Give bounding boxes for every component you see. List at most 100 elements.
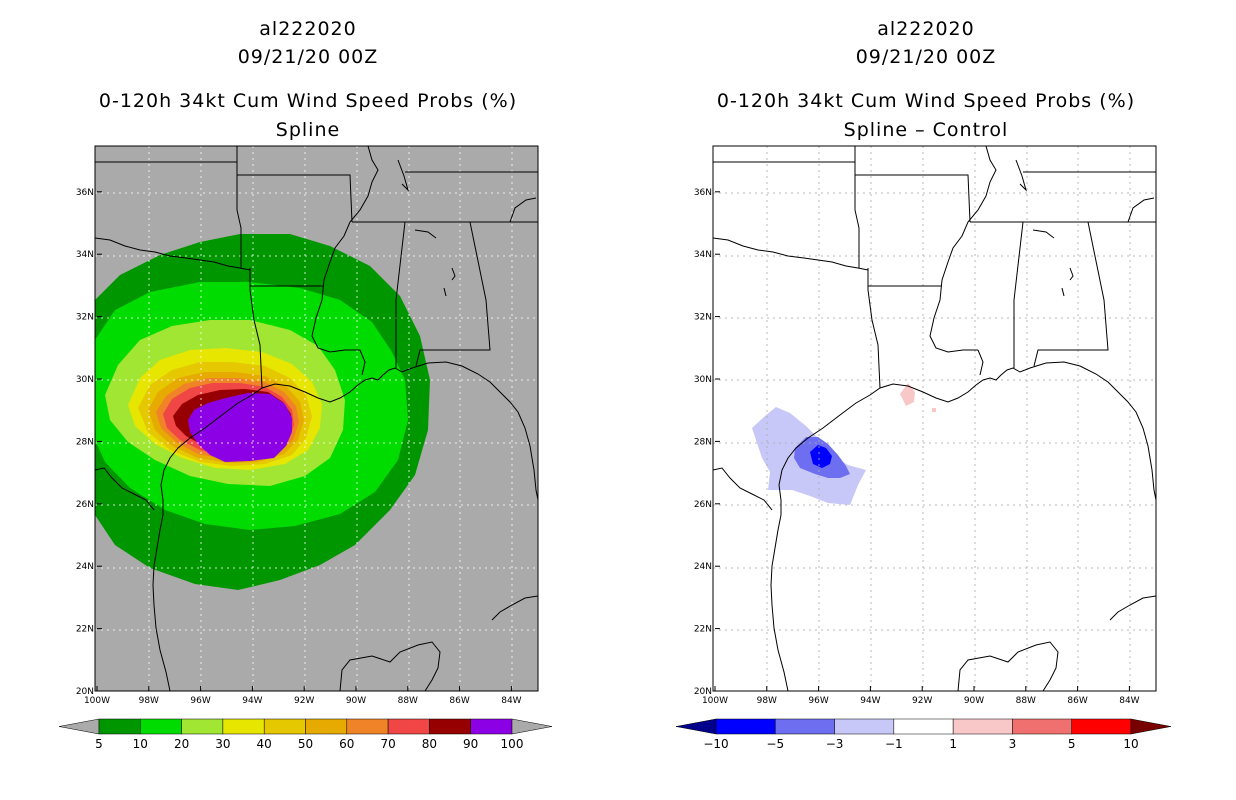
lat-label-36N: 36N (76, 188, 94, 198)
lon-label-100W: 100W (702, 696, 728, 706)
colorbar-swatch (346, 718, 389, 735)
right-subtitle: Spline – Control (843, 119, 1009, 141)
colorbar-under-triangle (58, 718, 100, 735)
left-map-frame (94, 145, 539, 692)
lat-label-34N: 34N (694, 250, 712, 260)
colorbar-swatch (429, 718, 471, 735)
diff-contour-neg5 (810, 445, 832, 468)
right-axis-labels: 100W 98W 96W 94W 92W 90W 88W 86W 84W 20N 22N 24N 26N… (694, 188, 1140, 706)
left-datetime: 09/21/20 00Z (237, 46, 379, 68)
right-colorbar (675, 718, 1172, 735)
lat-label-30N: 30N (76, 375, 94, 385)
left-subtitle: Spline (275, 119, 341, 141)
lat-label-36N: 36N (694, 188, 712, 198)
left-storm-id: al222020 (259, 18, 357, 40)
right-map: 100W 98W 96W 94W 92W 90W 88W 86W 84W 20N 22N 24N 26N… (694, 145, 1157, 706)
right-datetime: 09/21/20 00Z (855, 46, 997, 68)
lon-label-90W: 90W (964, 696, 984, 706)
lon-label-98W: 98W (757, 696, 777, 706)
lon-label-88W: 88W (398, 696, 418, 706)
right-difference-contours (752, 383, 936, 505)
lon-label-84W: 84W (501, 696, 521, 706)
lon-label-98W: 98W (139, 696, 159, 706)
colorbar-swatch (952, 718, 1013, 735)
contour-90 (188, 393, 292, 462)
right-storm-id: al222020 (877, 18, 975, 40)
colorbar-label: 70 (380, 737, 396, 751)
colorbar-label: −5 (766, 737, 785, 751)
lat-label-28N: 28N (694, 437, 712, 447)
lat-label-30N: 30N (694, 375, 712, 385)
colorbar-label: 20 (173, 737, 190, 751)
colorbar-swatch (222, 718, 265, 735)
colorbar-swatch (715, 718, 776, 735)
colorbar-over-triangle (1130, 718, 1172, 735)
colorbar-label: −10 (703, 737, 729, 751)
lat-label-22N: 22N (694, 625, 712, 635)
lat-label-22N: 22N (76, 625, 94, 635)
colorbar-swatch (1071, 718, 1132, 735)
colorbar-swatch (1012, 718, 1072, 735)
colorbar-label: −1 (884, 737, 903, 751)
colorbar-under-triangle (675, 718, 717, 735)
colorbar-swatch (305, 718, 348, 735)
lat-label-28N: 28N (76, 437, 94, 447)
lon-label-96W: 96W (808, 696, 828, 706)
colorbar-over-triangle (511, 718, 553, 735)
lon-label-96W: 96W (190, 696, 210, 706)
colorbar-label: 5 (95, 737, 103, 751)
colorbar-label: 80 (421, 737, 438, 751)
colorbar-swatch (834, 718, 895, 735)
colorbar-swatch (893, 718, 954, 735)
colorbar-swatch (181, 718, 224, 735)
colorbar-label: 10 (1123, 737, 1139, 751)
colorbar-label: 60 (339, 737, 355, 751)
colorbar-label: 100 (500, 737, 524, 751)
colorbar-label: −3 (825, 737, 844, 751)
colorbar-swatch (387, 718, 430, 735)
colorbar-swatch (775, 718, 835, 735)
colorbar-swatch (98, 718, 141, 735)
left-probability-contours (95, 234, 430, 590)
lat-label-32N: 32N (694, 313, 712, 323)
left-axis-labels: 100W 98W 96W 94W 92W 90W 88W 86W 84W 20N 22N 24N 26N… (76, 188, 522, 706)
lon-label-84W: 84W (1119, 696, 1139, 706)
left-map: 100W 98W 96W 94W 92W 90W 88W 86W 84W 20N 22N 24N 26N… (76, 145, 539, 706)
lat-label-26N: 26N (694, 500, 712, 510)
lat-label-32N: 32N (76, 313, 94, 323)
colorbar-label: 10 (132, 737, 148, 751)
lon-label-86W: 86W (449, 696, 469, 706)
lon-label-94W: 94W (860, 696, 880, 706)
right-product-title: 0-120h 34kt Cum Wind Speed Probs (%) (716, 90, 1136, 112)
colorbar-label: 30 (215, 737, 231, 751)
lat-label-26N: 26N (76, 500, 94, 510)
lon-label-92W: 92W (912, 696, 932, 706)
right-map-frame (712, 145, 1157, 692)
colorbar-swatch (263, 718, 306, 735)
lat-label-24N: 24N (76, 562, 94, 572)
left-product-title: 0-120h 34kt Cum Wind Speed Probs (%) (98, 90, 518, 112)
lon-label-92W: 92W (294, 696, 314, 706)
lon-label-100W: 100W (84, 696, 110, 706)
colorbar-label: 1 (949, 737, 957, 751)
diff-contour-pos1 (900, 383, 915, 406)
diff-contour-pos1-small (932, 408, 936, 412)
lon-label-94W: 94W (242, 696, 262, 706)
lat-label-34N: 34N (76, 250, 94, 260)
colorbar-label: 5 (1067, 737, 1076, 751)
colorbar-swatch (470, 718, 513, 735)
colorbar-label: 3 (1008, 737, 1017, 751)
colorbar-label: 40 (256, 737, 272, 751)
lat-label-20N: 20N (694, 687, 712, 697)
colorbar-label: 50 (297, 737, 314, 751)
left-colorbar (58, 718, 553, 735)
lon-label-86W: 86W (1067, 696, 1087, 706)
lon-label-88W: 88W (1016, 696, 1036, 706)
colorbar-swatch (140, 718, 182, 735)
lat-label-24N: 24N (694, 562, 712, 572)
colorbar-label: 90 (463, 737, 479, 751)
right-grid-lines (713, 146, 1156, 691)
lat-label-20N: 20N (76, 687, 94, 697)
lon-label-90W: 90W (346, 696, 366, 706)
